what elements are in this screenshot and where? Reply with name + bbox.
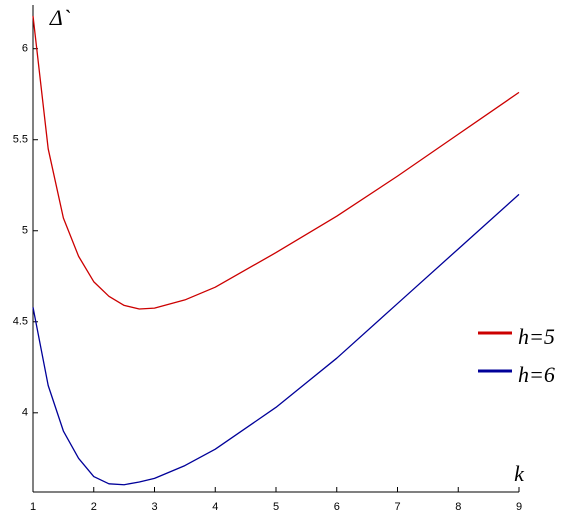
x-tick-label: 9 — [516, 501, 522, 513]
x-tick-label: 3 — [151, 501, 157, 513]
x-tick-label: 4 — [212, 501, 218, 513]
y-axis-label: Δ` — [49, 5, 71, 30]
x-tick-label: 8 — [455, 501, 461, 513]
y-tick-label: 4.5 — [13, 316, 28, 328]
y-tick-label: 6 — [22, 43, 28, 55]
line-series — [32, 15, 520, 310]
y-tick-label: 5.5 — [13, 134, 28, 146]
legend-label: h=6 — [518, 362, 555, 387]
x-tick-label: 7 — [394, 501, 400, 513]
x-axis-label: k — [514, 461, 525, 486]
x-tick-label: 6 — [334, 501, 340, 513]
legend-label: h=5 — [518, 324, 555, 349]
line-series — [32, 193, 520, 486]
x-tick-label: 1 — [30, 501, 36, 513]
x-tick-label: 2 — [91, 501, 97, 513]
y-tick-label: 4 — [22, 407, 28, 419]
x-tick-label: 5 — [273, 501, 279, 513]
y-tick-label: 5 — [22, 225, 28, 237]
